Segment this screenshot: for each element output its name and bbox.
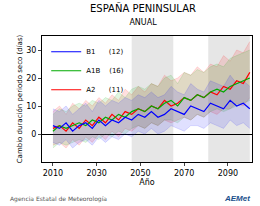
- svg-text:Año: Año: [139, 178, 155, 187]
- svg-text:10: 10: [26, 102, 36, 111]
- svg-text:2070: 2070: [174, 169, 194, 178]
- svg-text:2030: 2030: [87, 169, 107, 178]
- svg-text:2010: 2010: [43, 169, 63, 178]
- svg-text:A1B (16): A1B (16): [86, 67, 124, 75]
- svg-text:Cambio duración periodo seco (: Cambio duración periodo seco (días): [16, 34, 24, 163]
- svg-text:20: 20: [26, 74, 36, 83]
- svg-text:2090: 2090: [218, 169, 238, 178]
- svg-text:A2 (11): A2 (11): [86, 86, 123, 94]
- svg-text:30: 30: [26, 46, 36, 55]
- svg-text:0: 0: [31, 130, 36, 139]
- svg-text:Agencia Estatal de Meteorologí: Agencia Estatal de Meteorología: [10, 195, 107, 203]
- svg-text:AEMet: AEMet: [224, 194, 250, 203]
- svg-text:2050: 2050: [130, 169, 150, 178]
- svg-text:ESPAÑA PENINSULARANUAL: ESPAÑA PENINSULARANUAL: [90, 2, 196, 27]
- svg-text:B1 (12): B1 (12): [86, 48, 123, 56]
